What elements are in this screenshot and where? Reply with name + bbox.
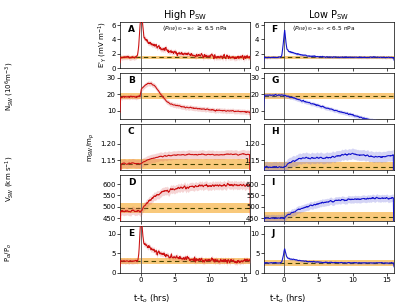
Bar (120, 203, 250, 213)
Text: B: B (128, 76, 135, 85)
Text: G: G (271, 76, 279, 85)
Text: P$_\alpha$/P$_o$: P$_\alpha$/P$_o$ (4, 243, 14, 262)
Y-axis label: E'$_Y$ (mV m$^{-1}$): E'$_Y$ (mV m$^{-1}$) (96, 21, 108, 68)
Text: J: J (271, 229, 275, 238)
Text: F: F (271, 25, 278, 34)
Text: $\langle P_{SW}\rangle_{(0-3h)}$ < 6.5 nPa: $\langle P_{SW}\rangle_{(0-3h)}$ < 6.5 n… (292, 24, 356, 33)
Text: C: C (128, 127, 134, 136)
Text: t-t$_o$ (hrs): t-t$_o$ (hrs) (134, 292, 170, 305)
Bar (120, 55, 250, 59)
Bar (264, 55, 394, 59)
Bar (264, 212, 394, 222)
Title: Low P$_\mathregular{SW}$: Low P$_\mathregular{SW}$ (308, 8, 349, 22)
Text: A: A (128, 25, 135, 34)
Text: I: I (271, 178, 275, 187)
Bar (120, 258, 250, 264)
Bar (264, 260, 394, 265)
Text: N$_{SW}$ (10$^6$m$^{-3}$): N$_{SW}$ (10$^6$m$^{-3}$) (4, 62, 16, 111)
Text: D: D (128, 178, 135, 187)
Bar (264, 93, 394, 99)
Bar (120, 159, 250, 169)
Y-axis label: m$_{SW}$/m$_p$: m$_{SW}$/m$_p$ (86, 132, 98, 162)
Title: High P$_\mathregular{SW}$: High P$_\mathregular{SW}$ (163, 8, 207, 22)
Text: H: H (271, 127, 279, 136)
Text: t-t$_o$ (hrs): t-t$_o$ (hrs) (270, 292, 306, 305)
Text: $\langle P_{SW}\rangle_{(0-3h)}$ $\geq$ 6.5 nPa: $\langle P_{SW}\rangle_{(0-3h)}$ $\geq$ … (162, 24, 228, 33)
Text: V$_{SW}$ (km s$^{-1}$): V$_{SW}$ (km s$^{-1}$) (4, 156, 16, 202)
Text: E: E (128, 229, 134, 238)
Bar (264, 162, 394, 172)
Bar (120, 93, 250, 99)
